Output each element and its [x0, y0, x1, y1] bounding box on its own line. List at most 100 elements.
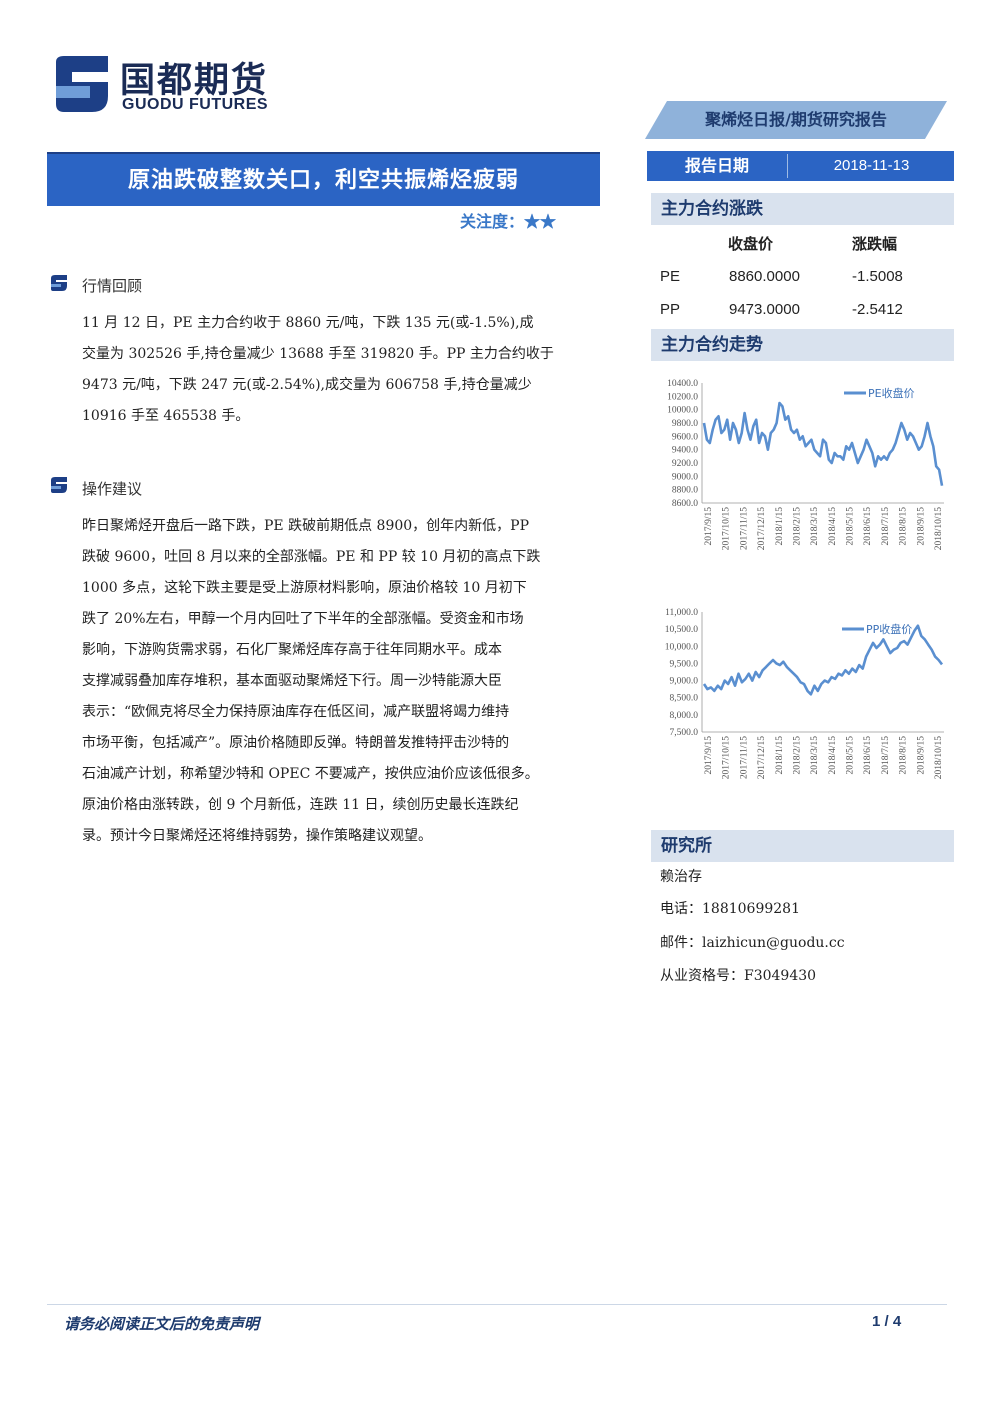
- text-line: 市场平衡，包括减产”。原油价格随即反弹。特朗普发推特抨击沙特的: [82, 735, 510, 751]
- text-line: 石油减产计划，称希望沙特和 OPEC 不要减产，按供应油价应该低很多。: [82, 766, 539, 782]
- table-header-close: 收盘价: [728, 235, 774, 253]
- y-tick-label: 9600.0: [672, 432, 698, 442]
- page-number: 1 / 4: [872, 1313, 902, 1330]
- logo-en-text: GUODU FUTURES: [122, 96, 269, 113]
- x-tick-label: 2018/1/15: [775, 736, 785, 775]
- text-line: 11 月 12 日，PE 主力合约收于 8860 元/吨，下跌 135 元(或-…: [82, 315, 534, 331]
- section-bullet-icon: [51, 275, 67, 291]
- section-title-market-review: 行情回顾: [82, 277, 143, 295]
- y-tick-label: 10000.0: [667, 406, 698, 416]
- analyst-name: 赖治存: [660, 869, 702, 885]
- x-tick-label: 2018/2/15: [792, 736, 802, 775]
- company-logo: 国都期货 GUODU FUTURES: [50, 50, 290, 120]
- text-line: 录。预计今日聚烯烃还将维持弱势，操作策略建议观望。: [82, 828, 432, 844]
- analyst-license: 从业资格号：F3049430: [660, 968, 817, 984]
- section-bullet-icon: [51, 477, 67, 493]
- x-tick-label: 2017/11/15: [739, 507, 749, 550]
- logo-mark-icon: [56, 56, 108, 112]
- text-line: 昨日聚烯烃开盘后一路下跌，PE 跌破前期低点 8900，创年内新低，PP: [82, 518, 530, 534]
- date-divider: [787, 154, 788, 178]
- report-date-value: 2018-11-13: [833, 157, 910, 174]
- legend-label: PP收盘价: [866, 622, 912, 636]
- y-tick-label: 9200.0: [672, 459, 698, 469]
- text-line: 交量为 302526 手,持仓量减少 13688 手至 319820 手。PP …: [82, 346, 554, 362]
- text-line: 影响，下游购货需求弱，石化厂聚烯烃库存高于往年同期水平。成本: [82, 642, 502, 658]
- pp-price-chart: 11,000.0 10,500.0 10,000.0 9,500.0 9,000.0 8,…: [665, 608, 944, 780]
- y-tick-label: 8600.0: [672, 499, 698, 509]
- x-tick-label: 2018/8/15: [899, 736, 909, 775]
- market-review-paragraph: 11 月 12 日，PE 主力合约收于 8860 元/吨，下跌 135 元(或-…: [82, 308, 590, 432]
- y-tick-label: 9,000.0: [670, 677, 699, 687]
- table-row-pp-close: 9473.0000: [729, 301, 800, 318]
- y-tick-label: 9400.0: [672, 446, 698, 456]
- x-tick-label: 2018/5/15: [846, 736, 856, 775]
- section-title-operation-advice: 操作建议: [82, 480, 143, 498]
- operation-advice-paragraph: 昨日聚烯烃开盘后一路下跌，PE 跌破前期低点 8900，创年内新低，PP 跌破 …: [82, 511, 590, 852]
- y-tick-label: 10200.0: [667, 392, 698, 402]
- x-tick-label: 2018/3/15: [810, 736, 820, 775]
- analyst-phone: 电话：18810699281: [660, 901, 800, 917]
- x-tick-label: 2018/4/15: [828, 736, 838, 775]
- y-tick-label: 7,500.0: [670, 728, 699, 738]
- y-tick-label: 9000.0: [672, 472, 698, 482]
- x-tick-label: 2017/10/15: [722, 507, 732, 551]
- sidebar-header-trend: 主力合约走势: [651, 329, 954, 361]
- table-row-pp-change: -2.5412: [852, 301, 903, 318]
- analyst-email[interactable]: 邮件：laizhicun@guodu.cc: [660, 935, 845, 951]
- sidebar-trend-title: 主力合约走势: [661, 335, 763, 355]
- y-tick-label: 9800.0: [672, 419, 698, 429]
- x-tick-label: 2018/2/15: [792, 507, 802, 546]
- logo-cn-text: 国都期货: [120, 60, 269, 101]
- y-tick-label: 8800.0: [672, 486, 698, 496]
- report-title: 原油跌破整数关口，利空共振烯烃疲弱: [127, 167, 519, 193]
- pe-price-chart: 10400.0 10200.0 10000.0 9800.0 9600.0 9400.0 9…: [667, 379, 944, 551]
- x-tick-label: 2018/7/15: [881, 507, 891, 546]
- x-tick-label: 2018/6/15: [863, 736, 873, 775]
- text-line: 支撑减弱叠加库存堆积，基本面驱动聚烯烃下行。周一沙特能源大臣: [82, 673, 502, 689]
- legend-label: PE收盘价: [868, 386, 915, 400]
- x-tick-label: 2018/8/15: [899, 507, 909, 546]
- text-line: 10916 手至 465538 手。: [82, 408, 250, 424]
- y-tick-label: 10400.0: [667, 379, 698, 389]
- x-tick-label: 2018/10/15: [934, 507, 944, 551]
- x-tick-label: 2018/1/15: [775, 507, 785, 546]
- x-tick-label: 2018/4/15: [828, 507, 838, 546]
- text-line: 跌破 9600，吐回 8 月以来的全部涨幅。PE 和 PP 较 10 月初的高点…: [82, 549, 541, 565]
- y-tick-label: 10,000.0: [665, 642, 699, 652]
- text-line: 表示：“欧佩克将尽全力保持原油库存在低区间，减产联盟将竭力维持: [82, 704, 510, 720]
- sidebar-header-research: 研究所: [651, 830, 954, 862]
- attention-level: 关注度：★★: [460, 212, 557, 231]
- report-title-bar: 原油跌破整数关口，利空共振烯烃疲弱: [47, 152, 600, 206]
- y-tick-label: 9,500.0: [670, 659, 699, 669]
- sidebar-research-title: 研究所: [661, 836, 712, 856]
- x-tick-label: 2017/12/15: [757, 507, 767, 551]
- table-row-pp-name: PP: [660, 301, 681, 318]
- x-tick-label: 2018/6/15: [863, 507, 873, 546]
- x-tick-label: 2018/9/15: [916, 507, 926, 546]
- y-tick-label: 11,000.0: [665, 608, 698, 618]
- table-row-pe-change: -1.5008: [852, 268, 903, 285]
- report-type-banner: 聚烯烃日报/期货研究报告: [645, 101, 947, 139]
- report-date-label: 报告日期: [684, 156, 749, 175]
- table-row-pe-name: PE: [660, 268, 681, 285]
- footer-divider: [47, 1304, 947, 1305]
- x-tick-label: 2017/12/15: [757, 736, 767, 780]
- text-line: 9473 元/吨，下跌 247 元(或-2.54%),成交量为 606758 手…: [82, 377, 532, 393]
- y-tick-label: 8,000.0: [670, 711, 699, 721]
- footer-disclaimer[interactable]: 请务必阅读正文后的免责声明: [64, 1315, 260, 1333]
- table-row-pe-close: 8860.0000: [729, 268, 800, 285]
- series-line: [702, 401, 944, 486]
- y-tick-label: 10,500.0: [665, 625, 699, 635]
- x-tick-label: 2017/9/15: [704, 507, 714, 546]
- x-tick-label: 2017/10/15: [722, 736, 732, 780]
- y-tick-label: 8,500.0: [670, 694, 699, 704]
- sidebar-header-change: 主力合约涨跌: [651, 193, 954, 225]
- text-line: 原油价格由涨转跌，创 9 个月新低，连跌 11 日，续创历史最长连跌纪: [82, 797, 519, 813]
- x-tick-label: 2017/9/15: [704, 736, 714, 775]
- x-tick-label: 2018/7/15: [881, 736, 891, 775]
- report-date-bar: 报告日期 2018-11-13: [647, 151, 954, 181]
- sidebar-change-title: 主力合约涨跌: [661, 199, 763, 219]
- table-header-change: 涨跌幅: [852, 235, 898, 253]
- x-tick-label: 2018/3/15: [810, 507, 820, 546]
- text-line: 跌了 20%左右，甲醇一个月内回吐了下半年的全部涨幅。受资金和市场: [82, 611, 524, 627]
